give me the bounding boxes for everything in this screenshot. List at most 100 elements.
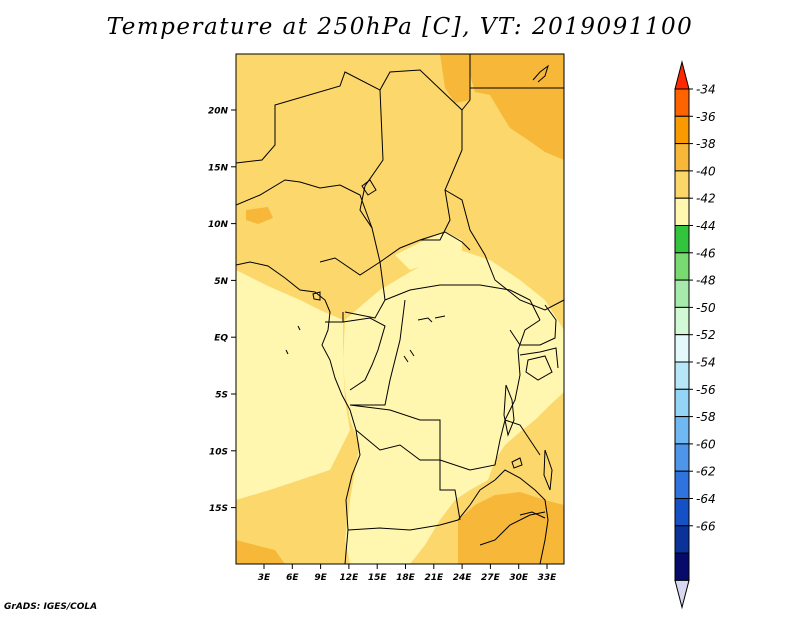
lon-label: 21E (424, 573, 444, 583)
colorbar-bin (674, 279, 690, 308)
colorbar-label: -34 (696, 83, 716, 97)
island-sao-tome (285, 325, 301, 355)
colorbar-bin (674, 88, 690, 117)
lat-label: 15S (209, 504, 228, 514)
colorbar-label: -58 (696, 410, 716, 424)
lake-malawi (543, 449, 553, 491)
boundary-line (494, 469, 549, 564)
lon-label: 24E (453, 573, 473, 583)
map-frame (235, 53, 565, 565)
field-minus-40-band (236, 54, 564, 564)
colorbar-bin (674, 470, 690, 500)
lon-label: 6E (286, 573, 299, 583)
lake-tanganyika (503, 384, 515, 437)
colorbar-label: -48 (696, 274, 716, 288)
colorbar-bin (674, 525, 690, 554)
field-minus-38-southeast (458, 492, 564, 564)
colorbar-bin (674, 225, 690, 254)
boundary-line (379, 69, 463, 263)
colorbar-bin (674, 388, 690, 418)
lat-label: 10N (208, 220, 229, 230)
boundary-line (461, 54, 471, 111)
boundary-line (479, 511, 546, 546)
colorbar-bin (674, 416, 690, 445)
lake-fragment (519, 511, 546, 519)
colorbar-label: -40 (696, 164, 716, 178)
field-minus-42-gulf (236, 270, 350, 500)
boundary-line (350, 299, 406, 406)
lat-label: 5N (214, 277, 228, 287)
coastline (236, 261, 361, 564)
colorbar-bin (674, 443, 690, 472)
colorbar-bin (674, 143, 690, 172)
colorbar-label: -60 (696, 437, 716, 451)
colorbar-bin (674, 552, 690, 581)
lat-label: 20N (208, 107, 229, 117)
colorbar-label: -56 (696, 383, 716, 397)
lake-chad (361, 179, 377, 196)
island-bioko (312, 291, 321, 301)
boundary-line (342, 317, 386, 391)
colorbar-bin (674, 498, 690, 527)
boundary-line (236, 179, 373, 229)
field-minus-38-north-patch (440, 54, 470, 103)
colorbar-label: -46 (696, 246, 716, 260)
colorbar-label: -64 (696, 492, 716, 506)
colorbar-bin (674, 252, 690, 281)
lon-label: 27E (481, 573, 501, 583)
lat-label: 10S (209, 447, 228, 457)
red-sea-coast (532, 64, 549, 83)
lon-label: 12E (340, 573, 360, 583)
colorbar: -34 -36 -38 -40 -42 -44 -46 -48 -50 -52 -54 -56 -58 -… (674, 60, 716, 610)
colorbar-bin (674, 170, 690, 199)
grads-credit: GrADS: IGES/COLA (4, 602, 98, 612)
lake-fragment (511, 457, 523, 469)
field-minus-42-chad-patch (395, 232, 462, 270)
field-minus-40-southwest-band (236, 470, 345, 535)
colorbar-bin (674, 361, 690, 390)
colorbar-bin (674, 197, 690, 226)
colorbar-label: -50 (696, 301, 716, 315)
colorbar-label: -66 (696, 519, 716, 533)
colorbar-label: -52 (696, 328, 716, 342)
lake-victoria (525, 355, 553, 381)
field-minus-38-southwest (236, 540, 285, 564)
boundary-line (419, 231, 471, 251)
country-boundaries (236, 54, 564, 564)
colorbar-bin (674, 115, 690, 145)
lon-label: 9E (314, 573, 327, 583)
lon-label: 15E (368, 573, 388, 583)
field-minus-38-west-patch (246, 207, 273, 224)
boundary-line (349, 319, 541, 471)
colorbar-label: -54 (696, 356, 716, 370)
field-minus-38-northeast (470, 54, 564, 160)
boundary-line (325, 312, 344, 323)
boundary-line (444, 189, 564, 311)
boundary-line (519, 347, 559, 369)
boundary-line (509, 304, 557, 346)
colorbar-bin (674, 334, 690, 363)
lon-label: 30E (509, 573, 529, 583)
boundary-line (236, 71, 386, 319)
temperature-field (236, 54, 564, 564)
lat-label: 5S (215, 391, 228, 401)
colorbar-label: -62 (696, 465, 716, 479)
lon-label: 18E (396, 573, 416, 583)
lon-label: 33E (538, 573, 558, 583)
colorbar-label: -36 (696, 110, 716, 124)
colorbar-label: -38 (696, 137, 716, 151)
lat-label: EQ (214, 334, 228, 344)
boundary-line (347, 479, 496, 531)
longitude-axis: 3E 6E 9E 12E 15E 18E 21E 24E 27E 30E 33E (258, 564, 557, 583)
boundary-line (439, 460, 461, 521)
field-minus-42-central (343, 250, 564, 564)
boundary-line (355, 429, 440, 461)
boundary-line (504, 419, 541, 456)
map-title: Temperature at 250hPa [C], VT: 201909110… (106, 14, 694, 40)
colorbar-bottom-arrow (674, 579, 690, 610)
lake-fragment (403, 349, 415, 363)
boundary-line (384, 284, 541, 321)
colorbar-label: -44 (696, 219, 716, 233)
colorbar-bin (674, 306, 690, 336)
latitude-axis: 20N 15N 10N 5N EQ 5S 10S 15S (208, 107, 236, 514)
